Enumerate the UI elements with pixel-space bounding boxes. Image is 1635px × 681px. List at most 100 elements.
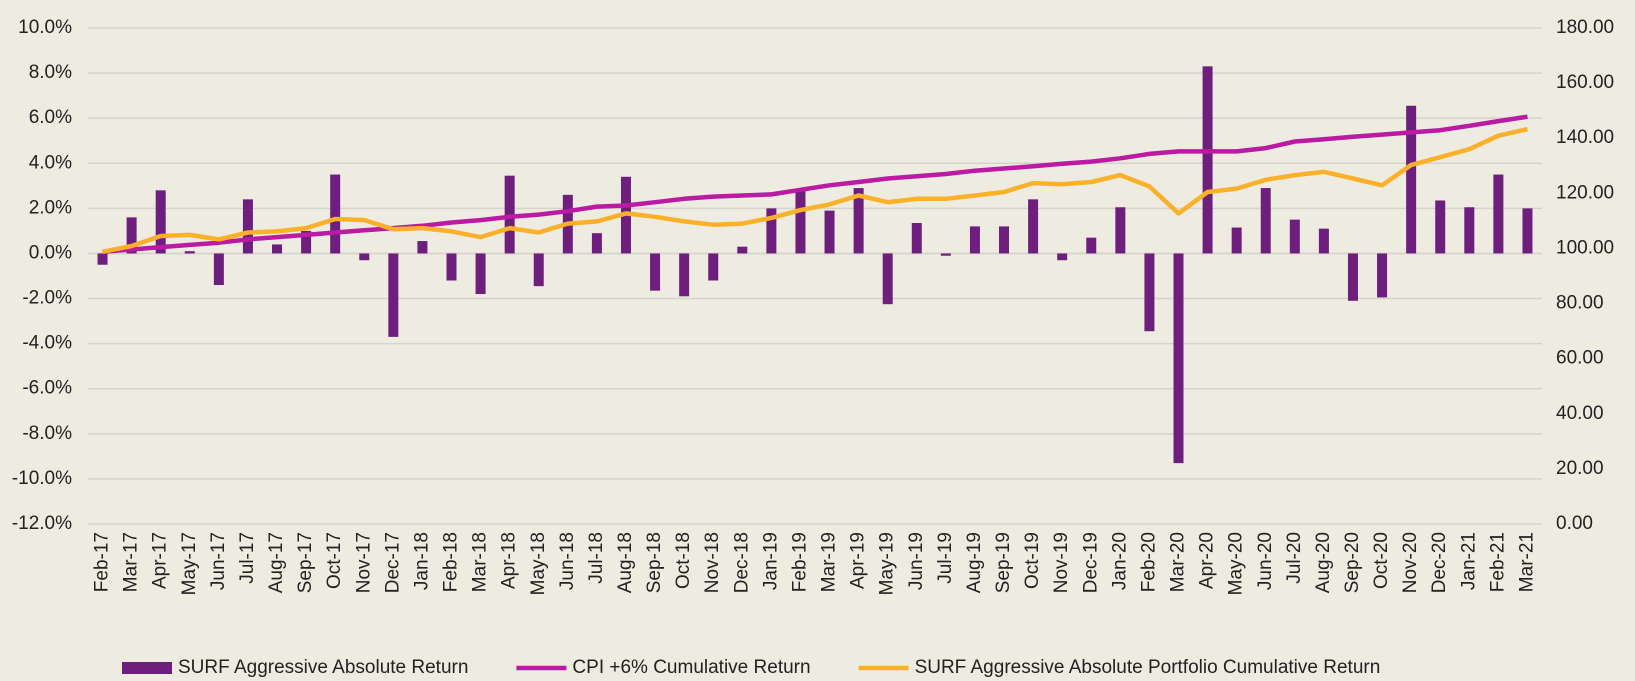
bar <box>242 199 253 254</box>
y-tick-label: 8.0% <box>29 62 72 83</box>
bar <box>853 188 864 254</box>
y-tick-label: 4.0% <box>29 152 72 173</box>
x-tick-label: Dec-17 <box>382 532 403 593</box>
x-tick-label: Oct-18 <box>673 532 694 589</box>
y2-tick-label: 180.00 <box>1556 17 1614 38</box>
x-tick-label: Apr-17 <box>150 532 171 589</box>
bar <box>1377 253 1388 298</box>
bar <box>446 253 457 281</box>
bar <box>1347 253 1358 301</box>
y-tick-label: -8.0% <box>22 423 72 444</box>
x-tick-label: Nov-18 <box>702 532 723 593</box>
y2-tick-label: 160.00 <box>1556 72 1614 93</box>
bar <box>155 190 166 254</box>
x-tick-label: Jan-20 <box>1109 532 1130 590</box>
y2-tick-label: 0.00 <box>1556 513 1593 534</box>
bar <box>97 253 108 265</box>
x-tick-label: Apr-19 <box>848 532 869 589</box>
x-tick-label: Nov-17 <box>353 532 374 593</box>
x-tick-label: Oct-17 <box>324 532 345 589</box>
y-tick-label: -10.0% <box>12 468 72 489</box>
x-tick-label: Oct-19 <box>1022 532 1043 589</box>
x-tick-label: Jan-19 <box>760 532 781 590</box>
x-tick-label: Oct-20 <box>1371 532 1392 589</box>
x-tick-label: Apr-20 <box>1197 532 1218 589</box>
y-tick-label: 10.0% <box>18 17 72 38</box>
x-tick-label: Nov-20 <box>1400 532 1421 593</box>
x-tick-label: Mar-19 <box>819 532 840 592</box>
x-tick-label: May-17 <box>179 532 200 595</box>
x-tick-label: Aug-18 <box>615 532 636 593</box>
y2-tick-label: 100.00 <box>1556 237 1614 258</box>
x-tick-label: Mar-17 <box>121 532 142 592</box>
y2-tick-label: 40.00 <box>1556 403 1604 424</box>
x-tick-label: Dec-19 <box>1080 532 1101 593</box>
bar <box>1435 200 1446 254</box>
x-tick-label: Jun-20 <box>1255 532 1276 590</box>
bar <box>388 253 399 337</box>
bar <box>1289 219 1300 254</box>
y-tick-label: -6.0% <box>22 378 72 399</box>
x-tick-label: Feb-21 <box>1487 532 1508 592</box>
bar <box>301 230 312 254</box>
x-tick-label: Aug-19 <box>964 532 985 593</box>
bar <box>650 253 661 291</box>
y-tick-label: 2.0% <box>29 197 72 218</box>
bar <box>1057 253 1068 261</box>
x-tick-label: Jul-17 <box>237 532 258 584</box>
bar <box>679 253 690 297</box>
x-tick-label: Dec-20 <box>1429 532 1450 593</box>
bar <box>824 210 835 254</box>
bar <box>999 226 1010 254</box>
x-tick-label: Feb-19 <box>789 532 810 592</box>
bar <box>1231 227 1242 254</box>
bar <box>1028 199 1039 254</box>
bar <box>708 253 719 281</box>
line <box>102 126 1528 255</box>
bar <box>737 246 748 254</box>
x-tick-label: Feb-18 <box>441 532 462 592</box>
legend-label: SURF Aggressive Absolute Portfolio Cumul… <box>915 657 1381 678</box>
x-tick-label: Aug-17 <box>266 532 287 593</box>
bar <box>1086 237 1097 254</box>
x-tick-label: May-20 <box>1226 532 1247 595</box>
bar <box>1493 174 1504 254</box>
y-tick-label: 6.0% <box>29 107 72 128</box>
x-tick-label: Sep-19 <box>993 532 1014 593</box>
y2-tick-label: 80.00 <box>1556 293 1604 314</box>
bar <box>940 253 951 256</box>
x-tick-label: Jan-21 <box>1458 532 1479 590</box>
bar <box>417 241 428 254</box>
legend-label: CPI +6% Cumulative Return <box>572 657 810 678</box>
x-tick-label: Feb-17 <box>92 532 113 592</box>
x-tick-label: Nov-19 <box>1051 532 1072 593</box>
bar <box>969 226 980 254</box>
bar <box>911 223 922 254</box>
x-tick-label: Jul-18 <box>586 532 607 584</box>
legend-label: SURF Aggressive Absolute Return <box>178 657 468 678</box>
x-tick-label: Jun-19 <box>906 532 927 590</box>
bar <box>591 233 602 254</box>
bar <box>1406 105 1417 254</box>
x-tick-label: Jul-19 <box>935 532 956 584</box>
bar <box>1522 208 1533 254</box>
x-tick-label: Jan-18 <box>411 532 432 590</box>
line <box>102 114 1528 255</box>
y2-tick-label: 60.00 <box>1556 348 1604 369</box>
bar <box>184 251 195 254</box>
x-tick-label: Jun-18 <box>557 532 578 590</box>
bar <box>1173 253 1184 464</box>
x-tick-label: Mar-18 <box>470 532 491 592</box>
x-tick-label: Jul-20 <box>1284 532 1305 584</box>
x-tick-label: Aug-20 <box>1313 532 1334 593</box>
x-tick-label: Mar-21 <box>1516 532 1537 592</box>
bar <box>882 253 893 305</box>
bar <box>213 253 224 286</box>
x-tick-label: Apr-18 <box>499 532 520 589</box>
y-tick-label: -2.0% <box>22 288 72 309</box>
x-tick-label: Dec-18 <box>731 532 752 593</box>
x-tick-label: May-18 <box>528 532 549 595</box>
bar <box>1464 207 1475 254</box>
y-tick-label: -12.0% <box>12 513 72 534</box>
